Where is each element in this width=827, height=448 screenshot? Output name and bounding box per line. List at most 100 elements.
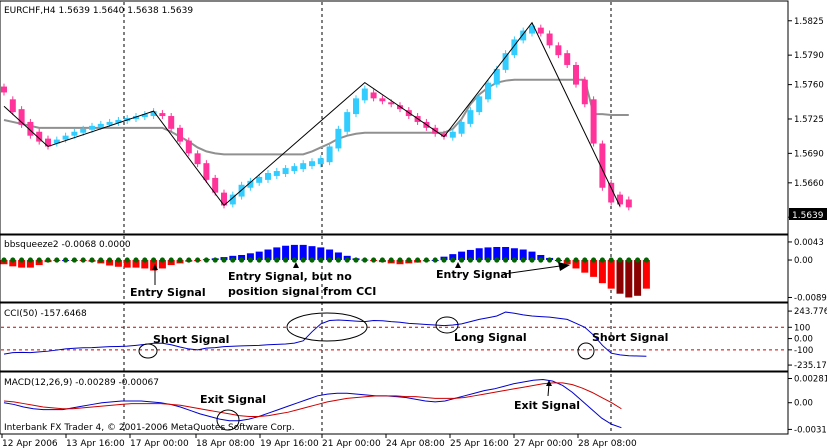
- squeeze-bar-71: [625, 260, 633, 298]
- candle-53: [467, 110, 474, 124]
- squeeze-dot-35: [309, 257, 315, 263]
- annotation-entry-signal-3: Entry Signal: [436, 268, 512, 281]
- level-lines: [1, 326, 787, 351]
- squeeze-dot-4: [36, 257, 42, 263]
- squeeze-bar-16: [141, 260, 149, 269]
- squeeze-bar-57: [502, 246, 510, 261]
- squeeze-dot-43: [379, 257, 385, 263]
- price-ytick-label-3: 1.5725: [794, 115, 824, 125]
- squeeze-dot-14: [124, 257, 130, 263]
- arrow-entry-signal-3: [455, 262, 461, 268]
- squeeze-dot-5: [45, 257, 51, 263]
- candle-19: [168, 116, 175, 129]
- candle-50: [441, 133, 447, 137]
- cci-ytick-label-2: 0.00: [794, 335, 813, 345]
- squeeze-bar-66: [581, 260, 589, 273]
- squeeze-bar-73: [642, 260, 650, 289]
- price-ytick-label-2: 1.5760: [794, 81, 824, 91]
- candle-36: [317, 158, 324, 165]
- squeeze-dot-64: [564, 257, 570, 263]
- squeeze-dot-10: [89, 257, 95, 263]
- squeeze-dot-71: [626, 257, 632, 263]
- squeeze-dot-39: [344, 257, 350, 263]
- candle-56: [493, 68, 500, 85]
- candle-54: [476, 96, 483, 113]
- candle-65: [573, 64, 579, 85]
- candle-24: [212, 177, 219, 193]
- bbsqueeze-ytick-label-2: -0.0089: [794, 293, 827, 303]
- squeeze-dot-21: [186, 257, 192, 263]
- squeeze-dot-45: [397, 257, 403, 263]
- candle-61: [537, 27, 544, 34]
- squeeze-bar-68: [598, 260, 606, 284]
- squeeze-dot-54: [476, 257, 482, 263]
- squeeze-dot-69: [608, 257, 614, 263]
- price-panel-frame: [0, 0, 789, 235]
- squeeze-dot-44: [388, 257, 394, 263]
- squeeze-bar-2: [18, 260, 26, 268]
- annotation-entry-signal-1: Entry Signal: [130, 286, 206, 299]
- candle-5: [45, 138, 51, 147]
- candle-35: [309, 161, 315, 167]
- candle-51: [449, 131, 456, 138]
- squeeze-dot-41: [362, 257, 368, 263]
- candle-42: [370, 92, 377, 99]
- squeeze-bar-29: [255, 251, 263, 261]
- squeeze-dot-40: [353, 257, 359, 263]
- squeeze-dot-33: [291, 257, 297, 263]
- xtick-label-5: 21 Apr 00:00: [322, 439, 381, 448]
- squeeze-dot-68: [599, 257, 606, 263]
- candle-68: [599, 143, 606, 188]
- squeeze-dot-70: [617, 257, 623, 263]
- squeeze-dot-60: [529, 257, 535, 263]
- arrow-exit-signal-2: [546, 380, 552, 397]
- band-line: [3, 78, 629, 156]
- footer-copyright: Interbank FX Trader 4, © 2001-2006 MetaQ…: [4, 423, 295, 433]
- macd-line: [3, 378, 622, 429]
- candle-39: [344, 112, 351, 132]
- cci-ytick-label-0: 243.776: [794, 307, 827, 317]
- squeeze-bar-52: [458, 251, 466, 261]
- bbsqueeze-series: [0, 244, 650, 298]
- squeeze-dot-50: [441, 257, 447, 263]
- candle-57: [502, 53, 509, 70]
- squeeze-dot-34: [300, 257, 306, 263]
- macd-ytick-label-1: 0.00: [794, 399, 813, 409]
- cci-panel-title: CCI(50) -157.6468: [4, 309, 87, 319]
- annotation-short-signal-2: Short Signal: [592, 331, 668, 344]
- xtick-label-4: 19 Apr 16:00: [260, 439, 319, 448]
- arrow-entry-signal-1: [152, 264, 158, 285]
- squeeze-bar-1: [9, 260, 17, 267]
- squeeze-dot-9: [80, 257, 86, 263]
- xtick-label-7: 25 Apr 16:00: [450, 439, 509, 448]
- squeeze-bar-51: [449, 254, 457, 261]
- annotation-short-signal-1: Short Signal: [153, 333, 229, 346]
- squeeze-bar-67: [590, 260, 598, 277]
- squeeze-bar-12: [106, 260, 114, 266]
- candle-66: [581, 79, 588, 105]
- candle-18: [159, 113, 166, 117]
- candle-1: [9, 99, 16, 113]
- candle-52: [458, 121, 465, 134]
- squeeze-bar-34: [299, 244, 307, 261]
- candle-37: [326, 146, 333, 163]
- squeeze-dot-49: [432, 257, 438, 263]
- squeeze-dot-32: [283, 257, 289, 263]
- candle-59: [520, 30, 527, 41]
- squeeze-bar-60: [528, 251, 536, 261]
- squeeze-dot-73: [643, 257, 650, 263]
- candle-44: [388, 102, 395, 105]
- squeeze-bar-28: [246, 253, 254, 261]
- squeeze-bar-72: [634, 260, 642, 296]
- squeeze-dot-37: [327, 257, 333, 263]
- candle-3: [27, 121, 34, 136]
- squeeze-dot-8: [71, 257, 77, 263]
- bbsqueeze-panel-frame: [0, 234, 789, 303]
- squeeze-bar-55: [484, 247, 492, 261]
- squeeze-dot-18: [159, 257, 165, 263]
- candle-11: [97, 123, 104, 127]
- squeeze-dot-72: [635, 257, 641, 263]
- candle-64: [564, 53, 571, 65]
- candle-58: [511, 39, 518, 56]
- candle-63: [555, 45, 562, 56]
